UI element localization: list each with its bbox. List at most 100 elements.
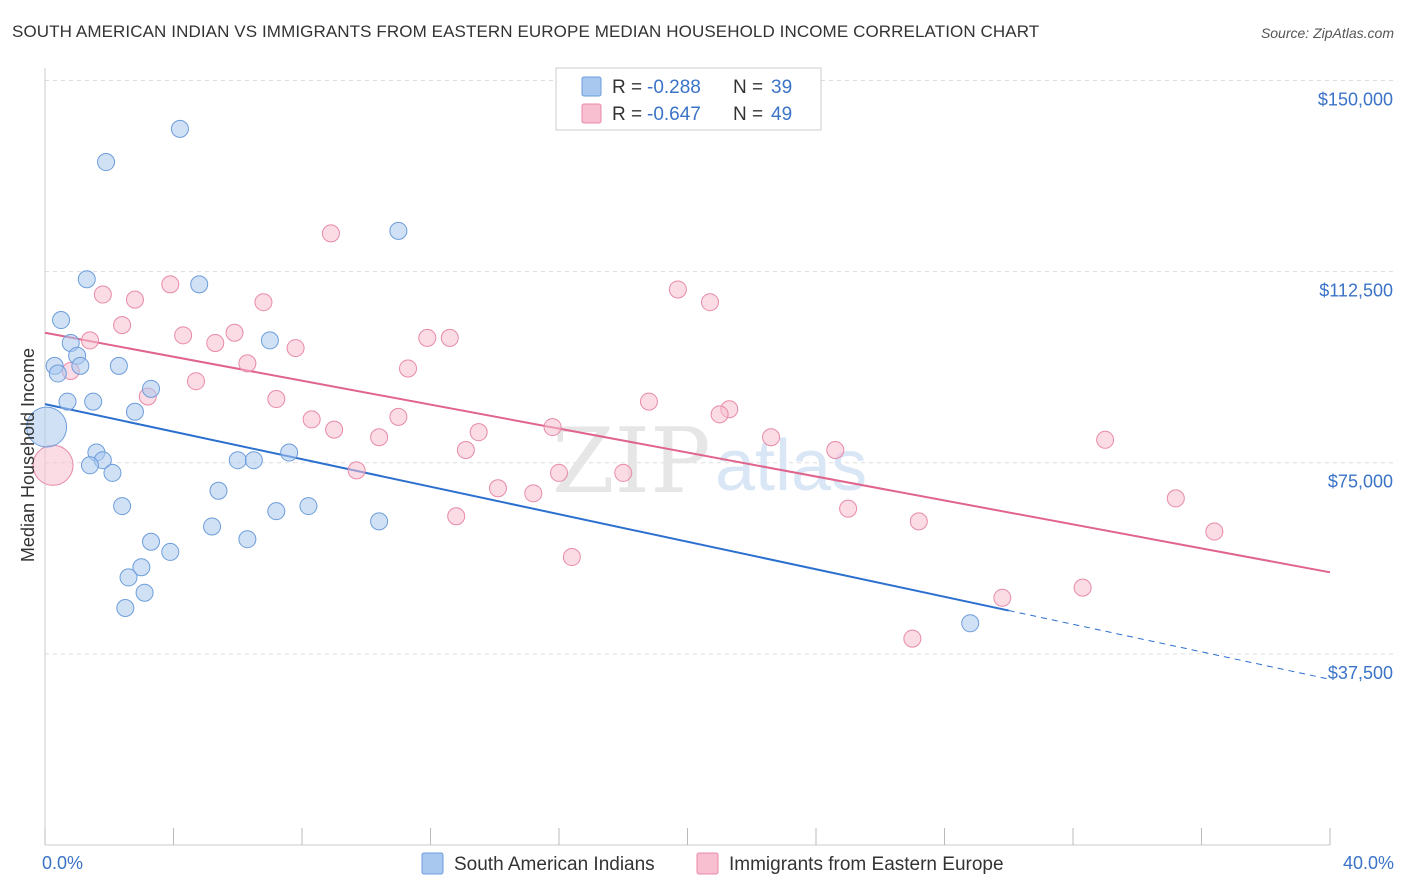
pink-data-point — [993, 588, 1012, 607]
blue-legend-swatch — [581, 76, 602, 97]
pink-data-point — [254, 293, 273, 312]
pink-data-point — [225, 323, 244, 342]
blue-data-point — [299, 497, 318, 516]
blue-data-point — [116, 599, 135, 617]
pink-data-point — [447, 507, 466, 526]
source-credit: Source: ZipAtlas.com — [1260, 25, 1394, 41]
blue-data-point — [389, 221, 408, 240]
blue-data-point — [80, 456, 99, 475]
pink-data-point — [325, 420, 344, 439]
blue-data-point — [103, 463, 122, 482]
legend-n-value: 49 — [771, 104, 792, 125]
axis-labels: $150,000 $112,500 $75,000 $37,500 0.0% 40.0% M… — [18, 89, 1394, 873]
pink-data-point — [347, 461, 366, 480]
blue-data-point — [238, 530, 257, 549]
pink-data-point — [839, 499, 858, 518]
blue-data-point — [370, 512, 389, 531]
pink-data-point — [903, 629, 922, 648]
pink-data-point — [93, 285, 112, 304]
blue-data-point — [260, 331, 279, 350]
pink-data-point — [302, 410, 321, 429]
blue-data-point — [52, 311, 71, 330]
pink-data-point — [125, 290, 144, 309]
pink-data-point — [32, 444, 74, 486]
legend-n-value: 39 — [771, 77, 792, 98]
blue-data-point — [161, 542, 180, 561]
pink-data-point — [80, 331, 99, 350]
watermark-atlas: atlas — [715, 426, 867, 506]
blue-data-point — [113, 497, 132, 516]
y-tick-label: $37,500 — [1328, 663, 1393, 683]
pink-data-point — [389, 407, 408, 426]
pink-legend-swatch — [581, 103, 602, 124]
y-tick-label: $150,000 — [1318, 89, 1393, 109]
blue-data-point — [170, 119, 189, 138]
pink-data-point — [113, 316, 132, 335]
pink-data-point — [762, 428, 781, 447]
watermark-zip: ZIP — [552, 409, 711, 514]
legend-n-label: N = — [733, 77, 763, 98]
pink-data-point — [469, 423, 488, 442]
y-tick-label: $75,000 — [1328, 472, 1393, 492]
legend-n-label: N = — [733, 104, 763, 125]
pink-data-point — [161, 275, 180, 294]
blue-data-point — [48, 364, 67, 383]
y-axis-title: Median Household Income — [18, 348, 38, 562]
pink-data-point — [614, 463, 633, 482]
blue-data-point — [135, 583, 154, 602]
pink-data-point — [418, 328, 437, 347]
legend-top: R = -0.288 N = 39 R = -0.647 N = 49 — [555, 67, 822, 131]
x-tick-label-min: 0.0% — [42, 853, 83, 873]
blue-data-point — [84, 392, 103, 411]
blue-trend-extension — [1008, 610, 1331, 680]
pink-data-point — [639, 392, 658, 411]
blue-data-point — [280, 443, 299, 462]
blue-data-point — [190, 275, 209, 294]
pink-data-point — [440, 328, 459, 347]
pink-data-point — [562, 548, 581, 567]
pink-data-point — [543, 418, 562, 437]
legend-r-value: -0.647 — [647, 104, 701, 125]
y-tick-label: $112,500 — [1319, 281, 1393, 301]
pink-data-point — [1205, 522, 1224, 541]
pink-data-point — [238, 354, 257, 373]
blue-data-point — [228, 451, 247, 470]
pink-legend-bottom-swatch[interactable] — [696, 852, 719, 875]
pink-data-point — [286, 339, 305, 358]
legend-r-label: R = — [612, 77, 642, 98]
blue-data-point — [203, 517, 222, 536]
pink-data-point — [668, 280, 687, 299]
pink-legend-bottom-label[interactable]: Immigrants from Eastern Europe — [729, 854, 1004, 875]
pink-data-point — [1073, 578, 1092, 597]
watermark: ZIP atlas — [552, 409, 867, 514]
pink-data-point — [550, 463, 568, 482]
blue-data-point — [142, 532, 161, 551]
blue-data-point — [109, 356, 128, 375]
pink-data-point — [456, 441, 475, 459]
pink-data-point — [186, 372, 205, 391]
blue-legend-bottom-label[interactable]: South American Indians — [454, 854, 655, 875]
blue-data-point — [125, 402, 144, 421]
blue-data-point — [142, 379, 161, 398]
pink-data-point — [1096, 430, 1115, 449]
data-points — [26, 119, 1224, 648]
pink-trend-line — [44, 331, 1331, 574]
pink-data-point — [1166, 489, 1185, 508]
blue-data-point — [77, 270, 96, 289]
blue-data-point — [267, 502, 286, 521]
pink-data-point — [700, 293, 719, 312]
pink-data-point — [174, 326, 193, 345]
pink-data-point — [488, 479, 507, 498]
chart-title: SOUTH AMERICAN INDIAN VS IMMIGRANTS FROM… — [12, 22, 1040, 41]
blue-data-point — [58, 392, 77, 411]
pink-data-point — [524, 484, 543, 503]
blue-trend-line — [44, 403, 1009, 612]
x-tick-label-max: 40.0% — [1343, 853, 1394, 873]
trend-lines — [44, 331, 1331, 680]
blue-data-point — [961, 614, 980, 633]
blue-data-point — [97, 153, 116, 172]
blue-data-point — [209, 481, 228, 500]
blue-legend-bottom-swatch[interactable] — [421, 852, 444, 875]
pink-data-point — [909, 512, 928, 531]
